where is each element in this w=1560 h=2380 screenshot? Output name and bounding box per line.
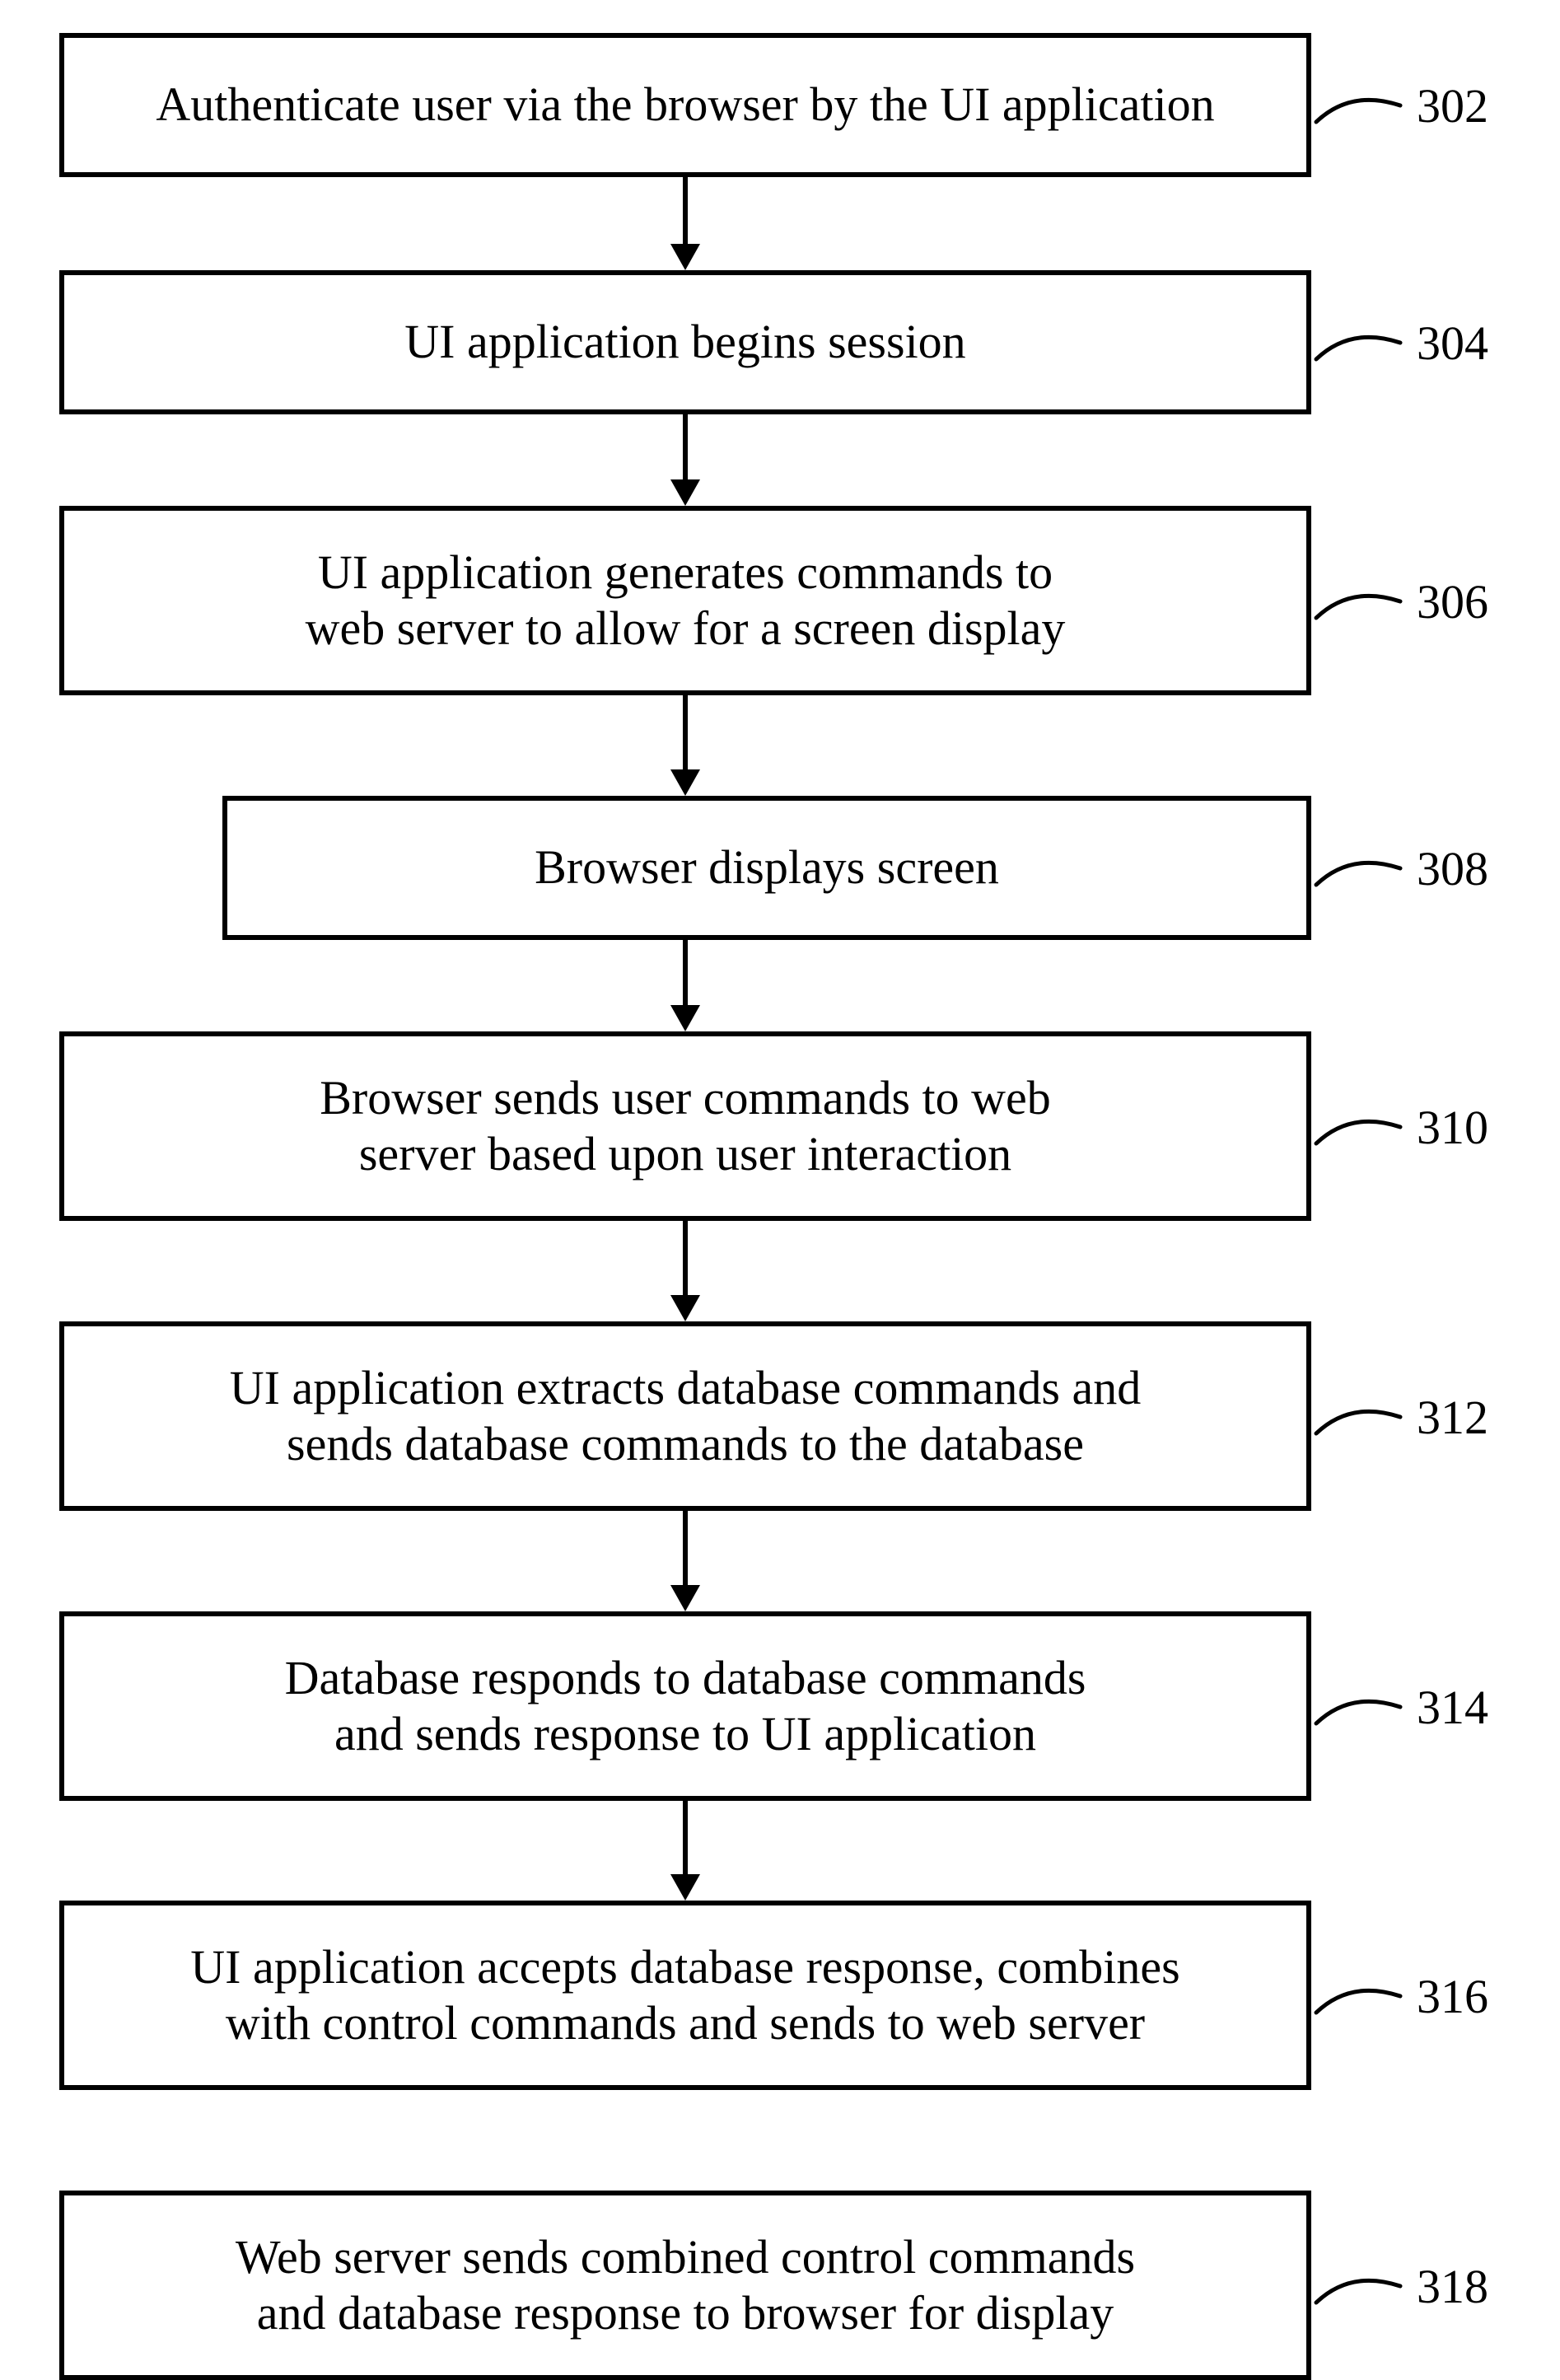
flowchart-arrow [656,177,715,272]
flowchart-ref-label: 316 [1417,1969,1488,2024]
flowchart-arrow [656,414,715,507]
flowchart-ref-connector [1313,1687,1404,1727]
flowchart-node: UI application begins session [59,270,1311,414]
flowchart-ref-connector [1313,86,1404,125]
flowchart-ref-connector [1313,849,1404,888]
flowchart-ref-label: 312 [1417,1390,1488,1445]
flowchart-node-text: Browser displays screen [535,839,999,895]
flowchart-ref-connector [1313,2266,1404,2306]
flowchart-node-text: Web server sends combined control comman… [236,2229,1135,2342]
flowchart-arrow [656,940,715,1033]
flowchart-ref-label: 308 [1417,841,1488,896]
flowchart-ref-label: 306 [1417,574,1488,629]
flowchart-node: UI application generates commands to web… [59,506,1311,695]
flowchart-node: UI application extracts database command… [59,1321,1311,1511]
flowchart-arrow [656,695,715,797]
flowchart-node-text: UI application generates commands to web… [306,545,1066,657]
flowchart-arrow [656,1221,715,1323]
flowchart-node-text: UI application extracts database command… [230,1360,1141,1473]
flowchart-arrow [656,1511,715,1613]
flowchart-node: Authenticate user via the browser by the… [59,33,1311,177]
flowchart-node: Browser displays screen [222,796,1311,940]
flowchart-ref-label: 304 [1417,316,1488,371]
flowchart-ref-connector [1313,1976,1404,2016]
flowchart-node-text: Authenticate user via the browser by the… [156,77,1214,133]
flowchart-arrow [656,1801,715,1902]
flowchart-node: Web server sends combined control comman… [59,2191,1311,2380]
flowchart-ref-connector [1313,1397,1404,1437]
flowchart-node: UI application accepts database response… [59,1901,1311,2090]
flowchart-ref-connector [1313,323,1404,362]
flowchart-node-text: UI application begins session [404,314,965,370]
flowchart-ref-label: 314 [1417,1680,1488,1735]
flowchart-node-text: Database responds to database commands a… [285,1650,1086,1763]
flowchart-node: Browser sends user commands to web serve… [59,1031,1311,1221]
flowchart-node-text: UI application accepts database response… [190,1939,1179,2052]
flowchart-node-text: Browser sends user commands to web serve… [320,1070,1051,1183]
flowchart-node: Database responds to database commands a… [59,1611,1311,1801]
flowchart-ref-label: 310 [1417,1100,1488,1155]
flowchart-diagram: Authenticate user via the browser by the… [0,0,1560,2269]
flowchart-ref-label: 318 [1417,2259,1488,2314]
flowchart-ref-label: 302 [1417,78,1488,133]
flowchart-ref-connector [1313,1107,1404,1147]
flowchart-ref-connector [1313,582,1404,621]
